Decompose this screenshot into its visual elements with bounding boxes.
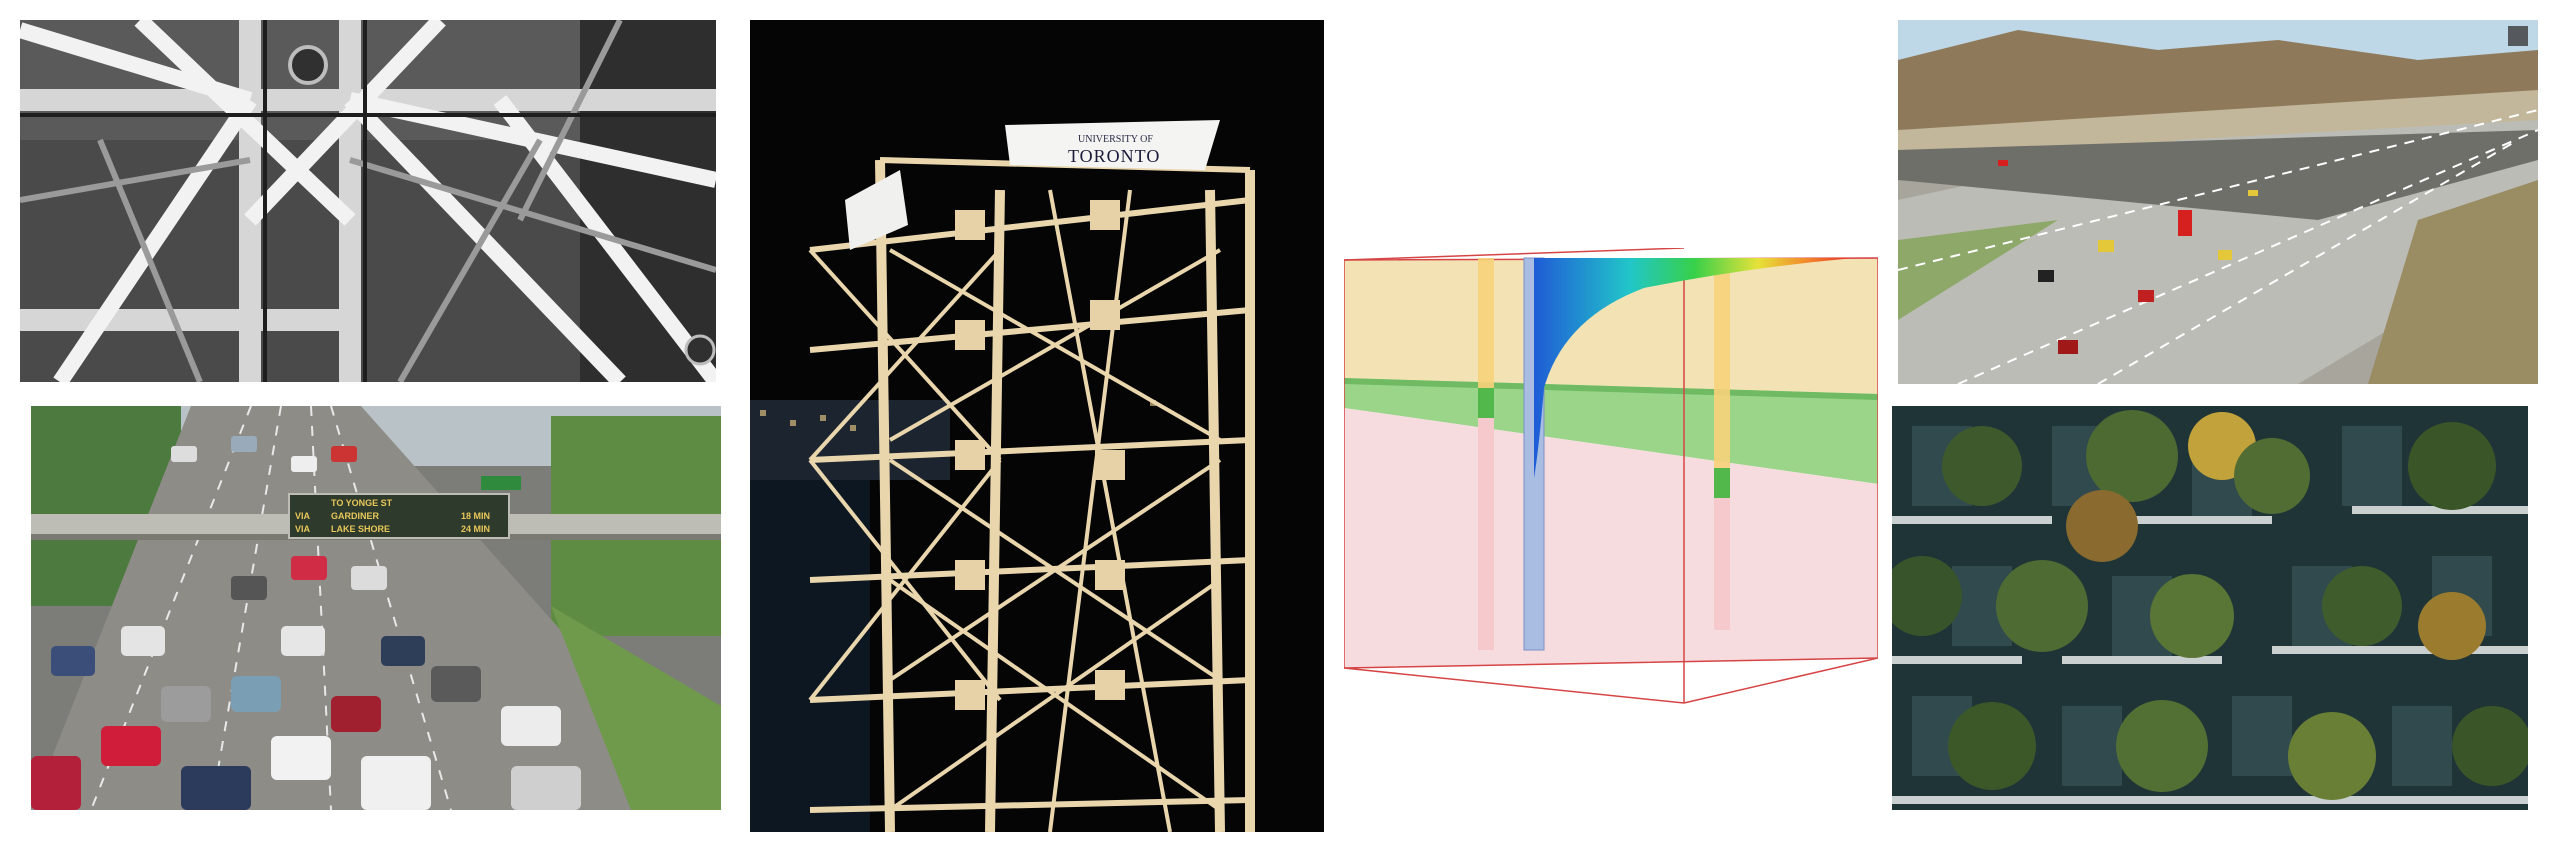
overpass-deck <box>1898 130 2538 220</box>
highway-render-graphic <box>1898 20 2538 384</box>
soil-model-graphic <box>1344 248 1878 704</box>
sign-line3-time: 24 MIN <box>461 524 490 534</box>
view-cube-icon[interactable] <box>2508 26 2528 46</box>
soil-model-diagram <box>1344 248 1878 741</box>
lamp-fixture <box>288 45 328 85</box>
banner-small-text: UNIVERSITY OF <box>1078 134 1153 145</box>
soil-layer-middle <box>1344 378 1878 484</box>
sign-line3-via: VIA <box>295 524 311 534</box>
wooden-tower-photo: UNIVERSITY OF TORONTO <box>750 20 1324 832</box>
vertical-forest-photo <box>1892 406 2528 810</box>
sign-line2-route: GARDINER <box>331 511 380 521</box>
traffic-graphic: TO YONGE ST VIA GARDINER 18 MIN VIA LAKE… <box>31 406 721 810</box>
traffic-sign: TO YONGE ST VIA GARDINER 18 MIN VIA LAKE… <box>288 493 510 539</box>
soil-layer-bottom <box>1344 408 1878 668</box>
balconies <box>1892 506 2528 804</box>
sign-line3-route: LAKE SHORE <box>331 524 390 534</box>
cars <box>31 436 581 810</box>
wooden-tower-graphic: UNIVERSITY OF TORONTO <box>750 20 1324 832</box>
sign-line2-time: 18 MIN <box>461 511 490 521</box>
vehicles <box>1998 160 2258 354</box>
banner-big-text: TORONTO <box>1068 146 1160 166</box>
sign-line2-via: VIA <box>295 511 311 521</box>
soil-layer-top <box>1344 258 1878 394</box>
sign-line1: TO YONGE ST <box>331 498 393 508</box>
highway-render <box>1898 20 2538 384</box>
university-banner: UNIVERSITY OF TORONTO <box>845 120 1220 250</box>
vertical-forest-graphic <box>1892 406 2528 810</box>
steel-truss-photo <box>20 20 716 382</box>
trees <box>1892 410 2528 800</box>
contaminant-plume <box>1534 258 1854 478</box>
steel-truss-graphic <box>20 20 716 382</box>
traffic-photo: TO YONGE ST VIA GARDINER 18 MIN VIA LAKE… <box>31 406 721 810</box>
